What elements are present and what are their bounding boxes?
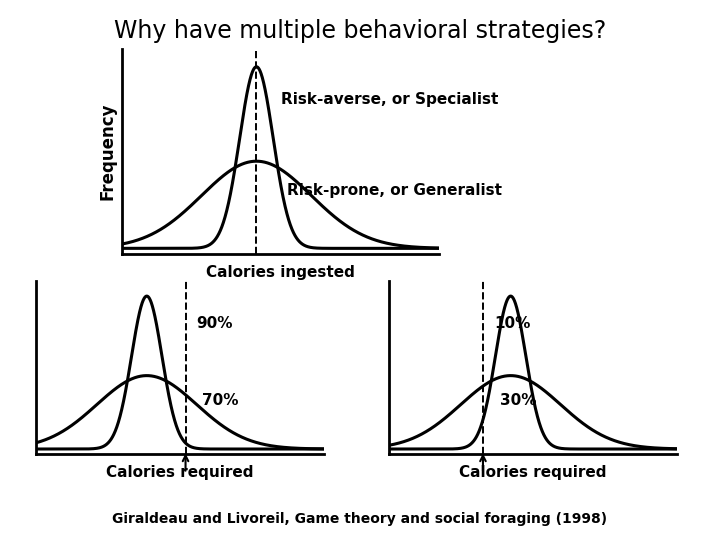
Text: Giraldeau and Livoreil, Game theory and social foraging (1998): Giraldeau and Livoreil, Game theory and …	[112, 512, 608, 526]
Text: 90%: 90%	[197, 316, 233, 331]
X-axis label: Calories required: Calories required	[107, 465, 253, 480]
Text: 70%: 70%	[202, 393, 238, 408]
Text: 30%: 30%	[500, 393, 536, 408]
Y-axis label: Frequency: Frequency	[99, 103, 117, 200]
Text: Risk-prone, or Generalist: Risk-prone, or Generalist	[287, 183, 502, 198]
X-axis label: Calories ingested: Calories ingested	[207, 265, 355, 280]
X-axis label: Calories required: Calories required	[459, 465, 606, 480]
Text: Why have multiple behavioral strategies?: Why have multiple behavioral strategies?	[114, 19, 606, 43]
Text: 10%: 10%	[494, 316, 531, 331]
Text: Risk-averse, or Specialist: Risk-averse, or Specialist	[281, 92, 498, 107]
